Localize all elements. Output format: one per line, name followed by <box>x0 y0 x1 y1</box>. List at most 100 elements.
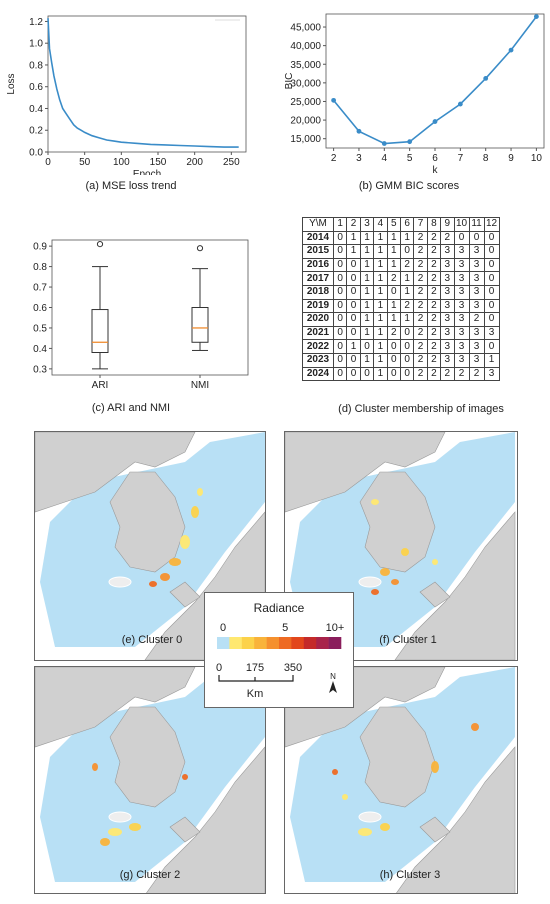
y-tick-label: 0.6 <box>33 303 47 314</box>
table-cell: 3 <box>453 257 470 273</box>
table-cell: 0 <box>346 271 361 286</box>
radiance-hotspot <box>92 763 98 771</box>
data-point <box>432 119 438 124</box>
y-tick-label: 0.9 <box>33 242 47 253</box>
table-cell: 3 <box>453 339 470 354</box>
table-row: 2017 0 0 1 1 2 1 2 2 3 3 3 0 <box>302 271 500 286</box>
table-cell: 3 <box>453 352 470 368</box>
table-cell: 3 <box>453 284 470 300</box>
radiance-hotspot <box>182 774 188 780</box>
table-cell: 2 <box>426 325 442 341</box>
radiance-hotspot <box>169 558 181 566</box>
scale-label: 350 <box>284 662 302 674</box>
north-label: N <box>330 672 336 681</box>
map-cluster-3-caption: (h) Cluster 3 <box>379 869 441 881</box>
table-cell: 0 <box>346 352 361 368</box>
table-cell: 0 <box>332 257 348 273</box>
data-point <box>407 139 413 145</box>
y-tick-label: 0.8 <box>29 60 43 71</box>
panel-b-caption: (b) GMM BIC scores <box>358 180 460 192</box>
data-line <box>47 18 239 148</box>
table-cell: 3 <box>468 339 485 354</box>
table-cell: 2 <box>468 366 485 382</box>
map-cluster-1-caption: (f) Cluster 1 <box>379 634 437 646</box>
radiance-hotspot <box>342 794 348 800</box>
table-cell: 0 <box>359 366 375 382</box>
table-cell: 2 <box>413 312 428 327</box>
table-corner: Y\M <box>302 217 334 232</box>
table-cell: 0 <box>399 352 415 368</box>
table-cell: 1 <box>399 230 415 246</box>
legend-color-swatch <box>303 637 317 649</box>
y-axis-label: BIC <box>284 73 295 90</box>
table-cell: 0 <box>332 325 348 341</box>
table-cell: 1 <box>359 325 375 341</box>
y-tick-label: 15,000 <box>290 134 321 145</box>
table-col-header: 5 <box>386 217 401 232</box>
table-cell: 2 <box>426 257 442 273</box>
y-tick-label: 0.5 <box>33 323 47 334</box>
korean-peninsula <box>359 706 436 808</box>
table-cell: 1 <box>386 257 401 273</box>
table-cell: 1 <box>386 298 401 314</box>
y-tick-label: 0.3 <box>33 364 47 375</box>
x-tick-label: 100 <box>113 157 130 168</box>
x-tick-label: 8 <box>483 153 489 164</box>
table-cell: 1 <box>373 352 388 368</box>
table-row-header: 2019 <box>302 298 334 314</box>
table-cell: 1 <box>399 312 415 327</box>
panel-c-caption: (c) ARI and NMI <box>91 402 171 414</box>
radiance-hotspot <box>108 828 122 836</box>
data-point <box>331 97 337 103</box>
table-col-header: 2 <box>346 217 361 232</box>
radiance-hotspot <box>332 769 338 775</box>
table-cell: 0 <box>453 230 470 246</box>
x-axis-label: k <box>433 165 439 175</box>
jeju-island <box>108 811 132 823</box>
x-tick-label: 9 <box>508 153 514 164</box>
table-cell: 3 <box>468 271 485 286</box>
table-cell: 0 <box>399 366 415 382</box>
korean-peninsula <box>109 706 186 808</box>
legend-color-swatch <box>241 637 255 649</box>
membership-table: Y\M 1 2 3 4 5 6 7 8 9 10 11 12 2014 0 1 1 1 1 1 2 2 2 0 0 0 2015 0 1… <box>302 217 500 382</box>
y-tick-label: 0.8 <box>33 262 47 273</box>
radiance-legend: Radiance 0 5 10+ 0 175 350 Km N <box>204 592 354 708</box>
legend-color-swatch <box>328 637 342 649</box>
table-col-header: 11 <box>468 217 485 232</box>
table-cell: 0 <box>483 339 500 354</box>
scale-label: 175 <box>246 662 264 674</box>
table-cell: 1 <box>373 244 388 259</box>
table-cell: 1 <box>483 352 500 368</box>
radiance-hotspot <box>197 488 203 496</box>
table-cell: 2 <box>426 312 442 327</box>
table-cell: 0 <box>346 325 361 341</box>
table-cell: 2 <box>426 244 442 259</box>
radiance-hotspot <box>129 823 141 831</box>
table-row: 2024 0 0 0 1 0 0 2 2 2 2 2 3 <box>302 366 500 382</box>
table-cell: 0 <box>483 298 500 314</box>
legend-color-swatch <box>254 637 267 649</box>
table-cell: 2 <box>413 271 428 286</box>
table-cell: 0 <box>332 244 348 259</box>
table-cell: 0 <box>332 366 348 382</box>
boxplot-svg: 0.3 0.4 0.5 0.6 0.7 0.8 0.9 ARI NMI <box>33 239 249 391</box>
radiance-hotspot <box>471 723 479 731</box>
table-cell: 1 <box>359 257 375 273</box>
table-cell: 0 <box>399 339 415 354</box>
y-tick-label: 1.2 <box>29 17 43 28</box>
box-iqr <box>91 309 109 353</box>
table-row-header: 2017 <box>302 271 334 286</box>
table-cell: 2 <box>440 366 455 382</box>
table-cell: 1 <box>373 366 388 382</box>
y-tick-label: 0.6 <box>29 82 43 93</box>
japan-land <box>394 511 516 660</box>
mainland-china <box>285 432 446 513</box>
x-tick-label: 250 <box>223 157 240 168</box>
radiance-hotspot <box>371 499 379 505</box>
table-cell: 1 <box>359 244 375 259</box>
table-cell: 1 <box>399 271 415 286</box>
table-cell: 0 <box>483 257 500 273</box>
table-cell: 1 <box>386 230 401 246</box>
table-cell: 0 <box>332 312 348 327</box>
